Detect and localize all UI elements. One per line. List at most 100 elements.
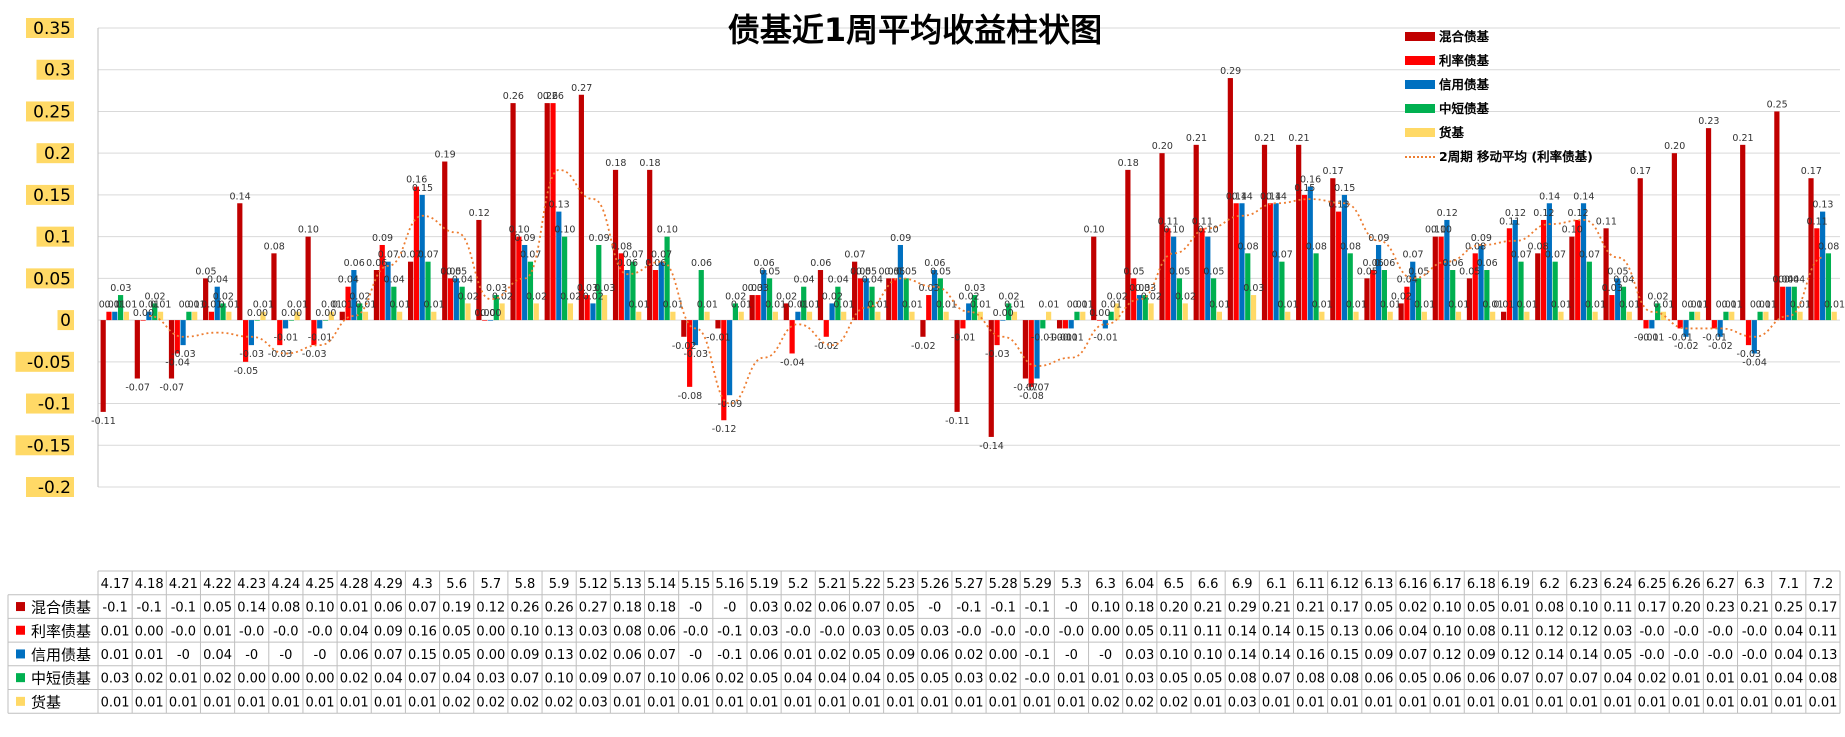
table-cell: 0.04 (818, 672, 847, 687)
table-cell: 0.07 (613, 672, 642, 687)
bar-5.29-3 (1040, 320, 1046, 329)
bar-4.22-3 (220, 303, 226, 321)
table-cell: 0.25 (1774, 601, 1803, 616)
data-label: 0.02 (725, 291, 746, 302)
table-cell: -0.0 (307, 624, 332, 639)
table-cell: 0.08 (1808, 672, 1837, 687)
data-label: 0.09 (1368, 233, 1389, 244)
table-cell: 0.02 (442, 695, 471, 710)
data-label: 0.04 (1772, 275, 1793, 286)
bar-6.27-2 (1717, 320, 1723, 337)
bar-4.22-0 (203, 278, 209, 321)
y-tick-highlight (36, 226, 74, 247)
table-cell: 0.08 (613, 624, 642, 639)
data-label: 0.01 (697, 300, 718, 311)
data-label: 0.12 (1533, 208, 1554, 219)
bar-5.14-1 (652, 270, 659, 321)
data-label: 0.07 (1511, 250, 1532, 261)
data-label: 0.12 (1505, 208, 1526, 219)
table-cell: 0.01 (784, 648, 813, 663)
data-label: 0.18 (639, 158, 660, 169)
x-tick-label: 5.14 (647, 577, 676, 592)
data-label: 0.00 (247, 308, 268, 319)
data-label: -0.04 (780, 357, 805, 368)
data-label: 0.13 (549, 200, 570, 211)
table-cell: 0.01 (1330, 695, 1359, 710)
y-tick-label: 0.1 (44, 228, 71, 248)
legend-swatch (1405, 80, 1435, 89)
bar-6.25-3 (1655, 303, 1661, 321)
data-label: 0.02 (458, 291, 479, 302)
table-cell: 0.00 (306, 672, 335, 687)
bar-4.3-2 (419, 194, 425, 321)
bar-6.6-1 (1199, 228, 1205, 321)
table-cell: -0 (689, 648, 702, 663)
table-cell: 0.08 (1228, 672, 1257, 687)
x-tick-label: 4.3 (412, 577, 433, 592)
bar-6.12-4 (1353, 311, 1359, 321)
table-cell: 0.06 (1364, 624, 1393, 639)
data-label: -0.02 (1708, 341, 1733, 352)
table-cell: -0.0 (820, 624, 845, 639)
data-label: 0.00 (474, 308, 495, 319)
bar-4.21-2 (180, 320, 186, 346)
data-label: 0.01 (1038, 300, 1059, 311)
table-cell: 0.00 (476, 648, 505, 663)
data-label: 0.01 (788, 300, 809, 311)
x-tick-label: 6.27 (1706, 577, 1735, 592)
table-cell: 0.01 (203, 624, 232, 639)
data-label: 0.18 (1118, 158, 1139, 169)
table-cell: 0.02 (784, 601, 813, 616)
y-tick-highlight (15, 351, 74, 372)
table-cell: 0.01 (818, 695, 847, 710)
data-label: 0.14 (1573, 191, 1594, 202)
table-cell: 0.10 (1433, 601, 1462, 616)
bar-5.19-1 (755, 295, 761, 321)
y-tick-label: 0.05 (33, 269, 71, 289)
table-cell: -0 (1099, 648, 1112, 663)
x-tick-label: 5.19 (750, 577, 779, 592)
bar-5.23-4 (909, 311, 915, 321)
bar-7.2-0 (1808, 178, 1814, 321)
bar-5.26-2 (931, 270, 938, 321)
table-cell: 0.07 (1569, 672, 1598, 687)
bar-6.16-1 (1404, 286, 1410, 321)
table-cell: 0.01 (784, 695, 813, 710)
bar-6.6-0 (1193, 144, 1199, 321)
data-label: -0.03 (239, 349, 264, 360)
x-tick-label: 6.26 (1672, 577, 1701, 592)
table-cell: 0.01 (1091, 672, 1120, 687)
table-cell: -0.0 (1639, 624, 1664, 639)
data-label: 0.14 (1232, 191, 1253, 202)
y-tick-label: 0.35 (33, 19, 71, 39)
data-label: -0.01 (308, 332, 333, 343)
bar-6.26-4 (1694, 311, 1701, 321)
table-cell: 0.10 (510, 624, 539, 639)
bar-5.8-2 (522, 244, 528, 321)
data-label: 0.07 (378, 250, 399, 261)
data-label: 0.03 (742, 283, 763, 294)
table-cell: 0.01 (1672, 695, 1701, 710)
bar-4.23-2 (248, 320, 255, 346)
table-cell: 0.16 (408, 624, 437, 639)
data-label: 0.02 (998, 291, 1019, 302)
table-cell: 0.03 (579, 695, 608, 710)
bar-5.7-4 (499, 303, 505, 321)
bar-6.6-4 (1216, 311, 1222, 321)
table-cell: -0.0 (239, 624, 264, 639)
bar-6.2-1 (1540, 219, 1547, 321)
bar-6.9-3 (1245, 253, 1251, 321)
table-legend-swatch (16, 649, 25, 659)
table-cell: -0.1 (956, 601, 981, 616)
bar-5.29-0 (1022, 320, 1029, 379)
data-label: 0.12 (1567, 208, 1588, 219)
table-cell: 0.15 (1330, 648, 1359, 663)
table-cell: 0.06 (920, 648, 949, 663)
data-label: 0.02 (213, 291, 234, 302)
data-label: 0.04 (793, 275, 814, 286)
bar-4.28-4 (362, 311, 369, 321)
bar-5.3-0 (1056, 320, 1063, 329)
bar-5.16-1 (721, 320, 727, 421)
bar-6.9-2 (1239, 203, 1245, 321)
data-label: 0.01 (765, 300, 786, 311)
